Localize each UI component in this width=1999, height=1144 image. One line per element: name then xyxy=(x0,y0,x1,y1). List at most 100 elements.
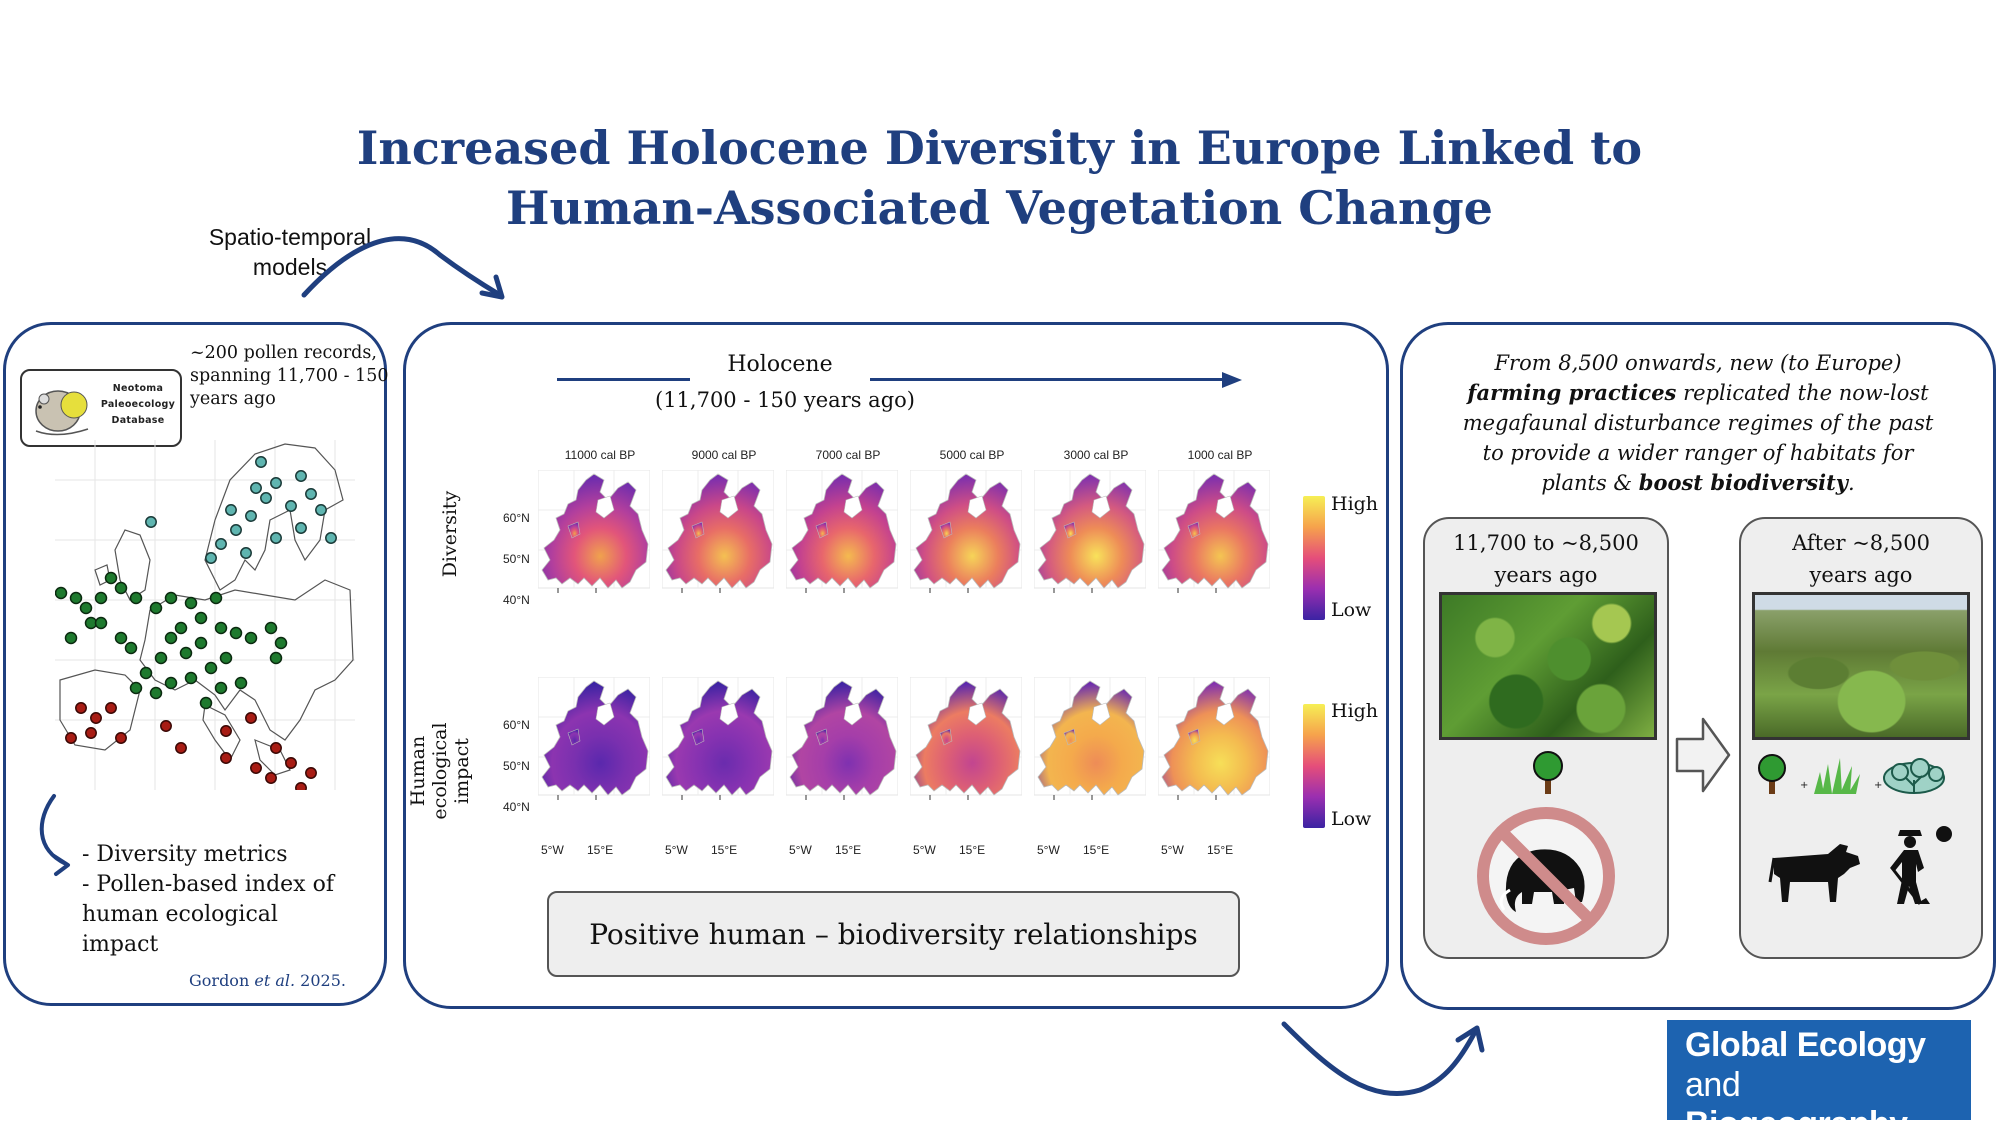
site-dot xyxy=(219,651,233,665)
site-dot xyxy=(65,732,77,744)
neotoma-line-3: Database xyxy=(111,415,165,426)
site-dot xyxy=(220,752,232,764)
bullet-human-impact: - Pollen-based index of human ecological… xyxy=(82,872,334,957)
right-text-line-1: From 8,500 onwards, new (to Europe) xyxy=(1494,351,1902,375)
curved-arrow-top-icon xyxy=(301,236,505,300)
lon-tick-2a: 5°W xyxy=(665,843,688,857)
impact-map-2 xyxy=(662,677,774,800)
site-dot xyxy=(139,666,153,680)
right-text-line-4: to provide a wider ranger of habitats fo… xyxy=(1482,441,1914,465)
title-line-1: Increased Holocene Diversity in Europe L… xyxy=(356,121,1643,175)
right-text-bold-biodiversity: boost biodiversity xyxy=(1638,470,1848,495)
site-dot xyxy=(305,488,317,500)
right-panel-text: From 8,500 onwards, new (to Europe) farm… xyxy=(1410,348,1986,498)
lat-tick-row1-60: 60°N xyxy=(503,511,530,525)
site-dot xyxy=(220,725,232,737)
holocene-arrow-right-line xyxy=(870,378,1228,381)
small-tree-icon xyxy=(1758,754,1786,794)
impact-map-5 xyxy=(1034,677,1146,800)
title-line-2: Human-Associated Vegetation Change xyxy=(506,181,1493,235)
time-slice-label-4: 5000 cal BP xyxy=(939,448,1005,462)
row-label-human-impact: Human ecological impact xyxy=(407,686,473,856)
site-dot xyxy=(225,504,237,516)
site-dot xyxy=(245,510,257,522)
site-dot xyxy=(105,702,117,714)
no-mammoth-icon xyxy=(1477,807,1615,945)
diversity-map-4 xyxy=(910,470,1022,593)
site-dot xyxy=(75,702,87,714)
site-dot xyxy=(269,651,283,665)
lon-tick-2b: 15°E xyxy=(711,843,738,857)
lon-tick-3b: 15°E xyxy=(835,843,862,857)
left-down-arrow-icon xyxy=(39,794,70,876)
site-dot xyxy=(174,621,188,635)
bullet-diversity-metrics: - Diversity metrics xyxy=(82,842,288,867)
site-dot xyxy=(114,581,128,595)
neotoma-line-2: Paleoecology xyxy=(100,399,176,410)
neotoma-logo: Neotoma Paleoecology Database xyxy=(20,369,182,447)
site-dot xyxy=(260,492,272,504)
site-map xyxy=(55,440,355,790)
lat-tick-row1-40: 40°N xyxy=(503,593,530,607)
legend-low-diversity: Low xyxy=(1331,599,1372,621)
site-dot xyxy=(214,681,228,695)
site-dot xyxy=(245,712,257,724)
site-dot xyxy=(214,621,228,635)
site-dot xyxy=(274,636,288,650)
time-slice-label-2: 9000 cal BP xyxy=(691,448,757,462)
row-label-diversity: Diversity xyxy=(439,490,461,578)
diversity-map-3 xyxy=(786,470,898,593)
shrub-icon xyxy=(1883,758,1945,794)
lat-tick-row1-50: 50°N xyxy=(503,552,530,566)
conclusion-box: Positive human – biodiversity relationsh… xyxy=(547,891,1240,977)
site-dot xyxy=(164,591,178,605)
site-dot xyxy=(295,782,307,790)
site-dot xyxy=(285,757,297,769)
lon-tick-3a: 5°W xyxy=(789,843,812,857)
site-dot xyxy=(79,601,93,615)
right-text-line-2-rest: replicated the now-lost xyxy=(1676,381,1929,405)
site-dot xyxy=(209,591,223,605)
logo-line-2: and Biogeography xyxy=(1685,1066,1971,1144)
citation: Gordon et al. 2025. xyxy=(189,971,346,990)
site-dot xyxy=(149,686,163,700)
journal-logo: Global Ecology and Biogeography xyxy=(1667,1020,1971,1143)
site-dot xyxy=(255,456,267,468)
site-dot xyxy=(194,636,208,650)
diversity-map-6 xyxy=(1158,470,1270,593)
site-dot xyxy=(240,547,252,559)
site-dot xyxy=(129,681,143,695)
site-dot xyxy=(160,720,172,732)
right-text-line-5-end: . xyxy=(1847,471,1855,495)
logo-line-1: Global Ecology xyxy=(1685,1026,1926,1064)
holocene-arrowhead-icon xyxy=(1222,372,1242,388)
legend-low-impact: Low xyxy=(1331,808,1372,830)
site-dot xyxy=(250,762,262,774)
time-slice-label-3: 7000 cal BP xyxy=(815,448,881,462)
site-dot xyxy=(124,641,138,655)
site-dot xyxy=(129,591,143,605)
site-dot xyxy=(115,732,127,744)
site-dot xyxy=(270,742,282,754)
farmer-icon xyxy=(1890,826,1952,905)
site-dot xyxy=(164,676,178,690)
site-dot xyxy=(199,696,213,710)
page-title: Increased Holocene Diversity in Europe L… xyxy=(0,118,1999,238)
citation-year: 2025. xyxy=(300,971,346,990)
site-dot xyxy=(179,646,193,660)
impact-map-4 xyxy=(910,677,1022,800)
site-dot xyxy=(325,532,337,544)
site-dot xyxy=(104,571,118,585)
site-dot xyxy=(305,767,317,779)
lon-tick-4a: 5°W xyxy=(913,843,936,857)
site-dot xyxy=(55,586,68,600)
site-dot xyxy=(184,671,198,685)
site-dot xyxy=(295,522,307,534)
transition-arrow-icon xyxy=(1675,717,1731,793)
curved-arrow-bottom-icon xyxy=(1281,1021,1485,1096)
citation-author: Gordon xyxy=(189,971,250,990)
landscape-photo xyxy=(1752,592,1970,740)
lon-tick-5a: 5°W xyxy=(1037,843,1060,857)
after-label: After ~8,500 years ago xyxy=(1792,531,1930,587)
legend-high-diversity: High xyxy=(1331,493,1379,515)
